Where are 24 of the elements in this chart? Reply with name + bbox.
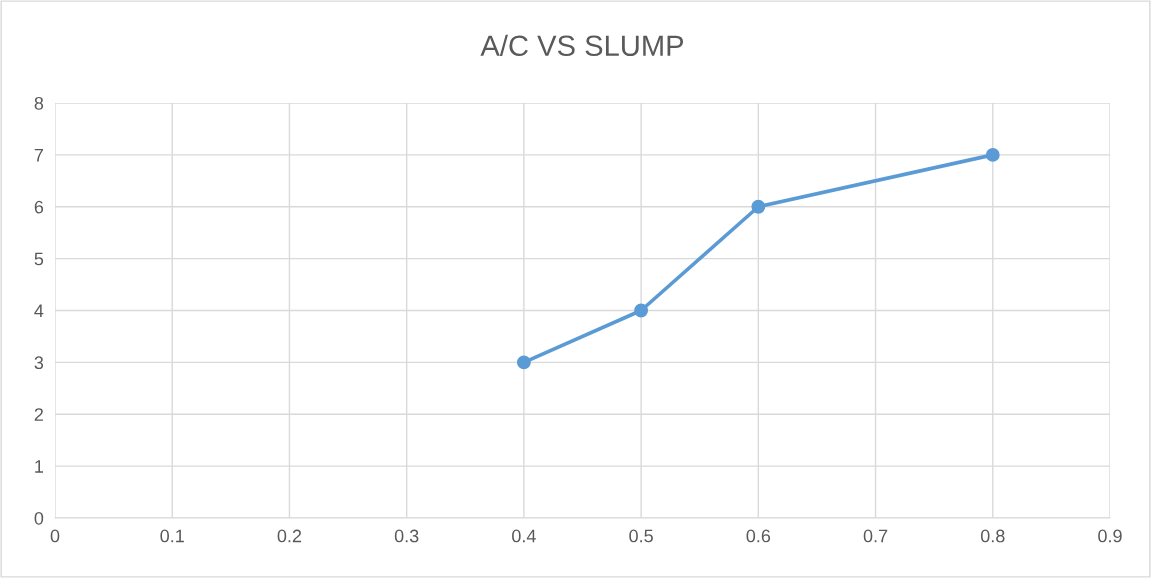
point xyxy=(985,147,1000,162)
chart-title: A/C VS SLUMP xyxy=(480,34,684,57)
x-tick-label: 0.6 xyxy=(746,529,771,543)
x-tick-label: 0.5 xyxy=(629,529,653,543)
point xyxy=(751,199,766,214)
point xyxy=(634,303,649,318)
y-tick-label: 7 xyxy=(34,149,43,162)
y-tick-label: 0 xyxy=(34,511,44,525)
y-tick-label: 3 xyxy=(34,356,44,370)
x-tick-label: 0.7 xyxy=(863,529,888,543)
y-tick-label: 6 xyxy=(34,200,44,214)
x-tick-label: 0.4 xyxy=(512,529,536,543)
y-tick-label: 1 xyxy=(35,460,44,473)
x-tick-label: 0.9 xyxy=(1098,529,1122,543)
y-tick-label: 2 xyxy=(34,408,43,421)
y-tick-label: 8 xyxy=(34,96,44,110)
x-tick-label: 0.2 xyxy=(277,529,302,543)
y-tick-label: 5 xyxy=(34,252,44,266)
x-tick-label: 0.1 xyxy=(160,529,184,543)
y-tick-label: 4 xyxy=(34,304,44,318)
x-tick-label: 0 xyxy=(50,529,60,543)
x-tick-label: 0.3 xyxy=(394,529,419,543)
x-tick-label: 0.8 xyxy=(980,529,1005,543)
point xyxy=(516,355,531,370)
